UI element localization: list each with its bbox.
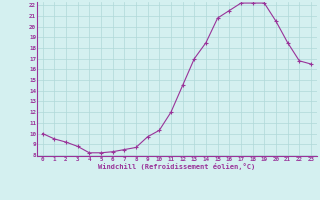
X-axis label: Windchill (Refroidissement éolien,°C): Windchill (Refroidissement éolien,°C)	[98, 163, 255, 170]
